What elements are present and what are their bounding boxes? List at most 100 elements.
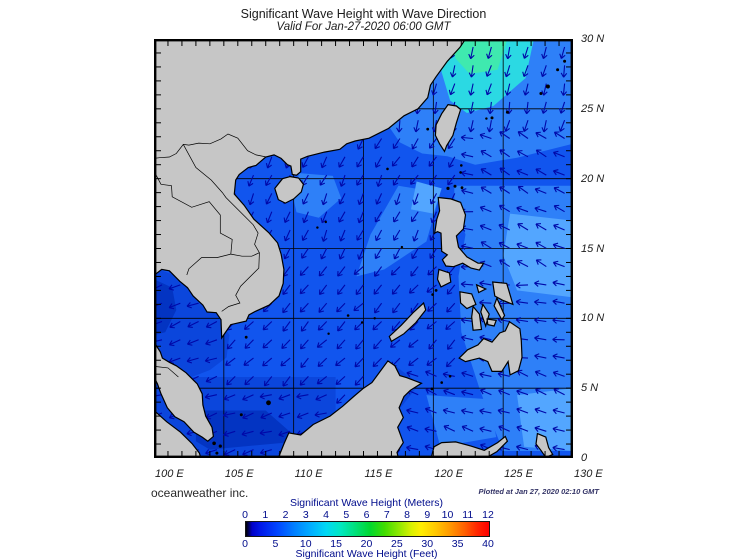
wave-direction-arrow xyxy=(391,284,401,295)
wave-direction-arrow xyxy=(427,302,437,312)
legend-title-feet: Significant Wave Height (Feet) xyxy=(295,548,438,560)
land-samar xyxy=(491,281,514,306)
wave-direction-arrow xyxy=(429,193,437,205)
wave-direction-arrow xyxy=(429,174,437,186)
wave-direction-arrow xyxy=(372,357,382,368)
wave-direction-arrow xyxy=(498,241,510,249)
wave-direction-arrow xyxy=(226,339,236,350)
land-mindoro xyxy=(436,268,452,288)
wave-direction-arrow xyxy=(186,339,199,346)
wave-direction-arrow xyxy=(428,156,437,167)
wave-direction-arrow xyxy=(316,375,328,385)
small-island xyxy=(218,444,222,448)
wave-direction-arrow xyxy=(553,186,565,194)
wave-direction-arrow xyxy=(468,101,475,115)
wave-direction-arrow xyxy=(553,388,565,396)
wave-direction-arrow xyxy=(301,193,309,205)
wave-direction-arrow xyxy=(390,266,401,276)
wave-direction-arrow xyxy=(315,394,327,402)
wave-direction-arrow xyxy=(468,83,475,96)
lon-label: 110 E xyxy=(294,468,323,480)
wave-direction-arrow xyxy=(468,120,475,133)
wave-direction-arrow xyxy=(480,149,492,158)
land-taiwan xyxy=(434,103,462,153)
wave-direction-arrow xyxy=(375,193,383,205)
wave-direction-arrow xyxy=(498,204,510,213)
wave-direction-arrow xyxy=(301,247,309,259)
wave-direction-arrow xyxy=(447,138,456,150)
wave-direction-arrow xyxy=(356,174,364,186)
wave-direction-arrow xyxy=(427,266,437,276)
wave-direction-arrow xyxy=(552,169,565,176)
land-sulawesi xyxy=(430,435,509,459)
legend-tick: 30 xyxy=(421,538,434,550)
wave-direction-arrow xyxy=(430,211,438,224)
wave-direction-arrow xyxy=(479,388,492,396)
border-laos-cambodia xyxy=(230,252,260,257)
legend-tick: 4 xyxy=(323,509,329,521)
legend-tick: 15 xyxy=(330,538,342,550)
south-china-sea-map xyxy=(149,38,574,460)
wave-direction-arrow xyxy=(534,407,547,414)
wave-direction-arrow xyxy=(504,65,511,78)
wave-direction-arrow xyxy=(534,425,547,432)
legend-tick: 3 xyxy=(302,509,309,521)
wave-direction-arrow xyxy=(337,266,346,277)
wave-direction-arrow xyxy=(460,170,474,177)
wave-direction-arrow xyxy=(515,298,529,306)
wave-direction-arrow xyxy=(541,101,548,114)
legend-feet-ticks: 0 5 10 15 20 25 30 35 40 xyxy=(242,538,494,550)
wave-direction-arrow xyxy=(516,407,529,414)
wave-direction-arrow xyxy=(411,138,419,150)
wave-direction-arrow xyxy=(356,138,364,150)
wave-direction-arrow xyxy=(318,302,328,313)
wave-direction-arrow xyxy=(432,101,439,115)
wave-direction-arrow xyxy=(485,83,492,96)
wave-direction-arrow xyxy=(204,356,218,364)
lat-label: 20 N xyxy=(581,172,605,185)
wave-direction-arrow xyxy=(282,302,291,314)
wave-direction-arrow xyxy=(535,388,547,396)
small-island xyxy=(400,245,404,249)
wave-direction-arrow xyxy=(445,321,456,330)
wave-direction-arrow xyxy=(299,339,309,350)
wave-direction-arrow xyxy=(522,83,530,96)
small-island xyxy=(373,317,376,320)
wave-direction-arrow xyxy=(447,339,456,350)
border-thailand-cambodia xyxy=(186,253,231,276)
wave-direction-arrow xyxy=(431,83,438,96)
wave-direction-arrow xyxy=(406,370,419,377)
wave-direction-arrow xyxy=(553,223,565,231)
wave-direction-arrow xyxy=(354,357,364,368)
wave-direction-arrow xyxy=(479,408,492,415)
wave-direction-arrow xyxy=(259,429,272,436)
wave-direction-arrow xyxy=(515,444,529,451)
border-thailand-malaysia xyxy=(155,366,179,378)
wave-direction-arrow xyxy=(534,335,547,342)
wave-direction-arrow xyxy=(516,388,529,396)
land-borneo xyxy=(277,360,423,459)
wave-direction-arrow xyxy=(449,65,457,78)
wave-direction-arrow xyxy=(535,149,547,158)
legend-title-meters: Significant Wave Height (Meters) xyxy=(289,497,444,509)
wave-direction-arrow xyxy=(299,302,309,313)
wave-direction-arrow xyxy=(244,339,254,349)
wave-direction-arrow xyxy=(337,284,346,295)
wave-direction-arrow xyxy=(516,259,529,268)
wave-direction-arrow xyxy=(223,430,236,437)
wave-direction-arrow xyxy=(296,412,309,419)
wave-direction-arrow xyxy=(339,174,346,187)
wave-direction-arrow xyxy=(299,376,309,386)
wave-direction-arrow xyxy=(560,65,568,78)
wave-direction-arrow xyxy=(243,357,254,366)
wave-direction-arrow xyxy=(283,229,291,242)
wave-direction-arrow xyxy=(372,321,382,331)
wave-direction-arrow xyxy=(336,302,346,313)
small-island xyxy=(360,321,364,324)
shade-southeast-light xyxy=(517,388,573,451)
wave-direction-arrow xyxy=(534,353,547,360)
wave-direction-arrow xyxy=(205,375,218,383)
wave-direction-arrow xyxy=(338,156,346,168)
small-island xyxy=(324,220,327,224)
wave-direction-arrow xyxy=(480,186,492,194)
